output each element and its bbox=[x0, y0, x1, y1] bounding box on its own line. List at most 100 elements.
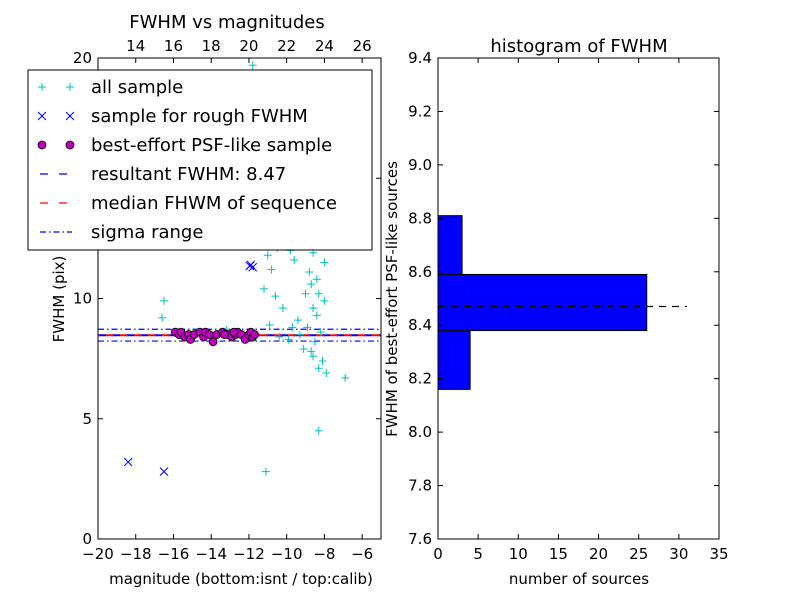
y-tick-label: 10 bbox=[73, 290, 92, 308]
right-chart: 0 5 10 15 20 25 30 35 7.6 7.8 8.0 8.2 8.4 8.6 8.8 9.0 9… bbox=[383, 36, 729, 588]
x-tick-label: −14 bbox=[195, 545, 227, 563]
all-sample-point bbox=[290, 256, 299, 265]
left-x-ticks: −20 −18 −16 −14 −12 −10 −8 −6 bbox=[82, 58, 373, 563]
top-tick-label: 20 bbox=[239, 37, 258, 55]
left-y-axis-label: FWHM (pix) bbox=[50, 256, 68, 343]
all-sample-point bbox=[278, 304, 287, 313]
right-y-ticks: 7.6 7.8 8.0 8.2 8.4 8.6 8.8 9.0 9.2 9.4 bbox=[408, 49, 719, 548]
x-tick-label: −12 bbox=[233, 545, 265, 563]
all-sample-point bbox=[314, 426, 323, 435]
all-sample-point bbox=[341, 373, 350, 382]
all-sample-point bbox=[310, 337, 319, 346]
y-tick-label: 8.0 bbox=[408, 423, 432, 441]
y-tick-label: 7.6 bbox=[408, 530, 432, 548]
all-sample-point bbox=[305, 268, 314, 277]
all-sample-point bbox=[267, 265, 276, 274]
all-sample-point bbox=[301, 289, 310, 298]
histogram-bar bbox=[437, 273, 648, 332]
x-tick-label: 10 bbox=[509, 545, 528, 563]
rough-fwhm-point bbox=[248, 262, 258, 272]
all-sample-point bbox=[312, 275, 321, 284]
left-x-axis-label: magnitude (bottom:isnt / top:calib) bbox=[109, 570, 373, 588]
x-tick-label: −10 bbox=[271, 545, 303, 563]
all-sample-point bbox=[293, 316, 302, 325]
y-tick-label: 9.0 bbox=[408, 156, 432, 174]
all-sample-point bbox=[309, 352, 318, 361]
all-sample-point bbox=[288, 323, 297, 332]
all-sample-point bbox=[314, 289, 323, 298]
psf-sample-point bbox=[250, 330, 259, 339]
right-x-axis-label: number of sources bbox=[509, 570, 649, 588]
psf-sample-point bbox=[204, 330, 214, 339]
all-sample-point bbox=[299, 345, 308, 354]
all-sample-point bbox=[320, 258, 329, 267]
x-tick-label: 0 bbox=[433, 545, 443, 563]
all-sample-point bbox=[312, 311, 321, 320]
top-tick-label: 14 bbox=[126, 37, 145, 55]
x-tick-label: 15 bbox=[549, 545, 568, 563]
histogram-bar bbox=[437, 330, 471, 390]
all-sample-point bbox=[307, 347, 316, 356]
y-tick-label: 20 bbox=[73, 49, 92, 67]
x-tick-label: 35 bbox=[709, 545, 728, 563]
legend-marker-x bbox=[37, 111, 47, 121]
all-sample-point bbox=[265, 320, 274, 329]
legend-marker-circle bbox=[65, 140, 75, 150]
x-tick-label: −8 bbox=[313, 545, 335, 563]
rough-fwhm-point bbox=[159, 467, 169, 477]
y-tick-label: 7.8 bbox=[408, 477, 432, 495]
all-sample-point bbox=[322, 369, 331, 378]
legend-label: all sample bbox=[91, 77, 183, 98]
right-axes-frame bbox=[437, 57, 720, 540]
left-legend: all sample sample for rough FWHM best-effo… bbox=[27, 69, 373, 251]
all-sample-point bbox=[160, 296, 169, 305]
top-tick-label: 26 bbox=[353, 37, 372, 55]
legend-marker-plus bbox=[66, 83, 74, 91]
y-tick-label: 8.2 bbox=[408, 370, 432, 388]
legend-label: best-effort PSF-like sample bbox=[91, 135, 332, 156]
rough-fwhm-point bbox=[123, 457, 133, 467]
rough-fwhm-point bbox=[245, 261, 255, 271]
y-tick-label: 8.8 bbox=[408, 209, 432, 227]
legend-marker-plus bbox=[38, 83, 46, 91]
right-y-axis-label: FWHM of best-effort PSF-like sources bbox=[383, 161, 401, 437]
top-tick-label: 16 bbox=[164, 37, 183, 55]
legend-label: sigma range bbox=[91, 222, 203, 243]
right-chart-title: histogram of FWHM bbox=[490, 36, 667, 57]
left-chart-title: FWHM vs magnitudes bbox=[129, 12, 324, 33]
y-tick-label: 0 bbox=[82, 530, 92, 548]
all-sample-point bbox=[261, 467, 270, 476]
all-sample-point bbox=[314, 364, 323, 373]
all-sample-point bbox=[303, 323, 312, 332]
all-sample-point bbox=[320, 296, 329, 305]
legend-label: resultant FWHM: 8.47 bbox=[91, 164, 286, 185]
x-tick-label: 25 bbox=[629, 545, 648, 563]
all-sample-point bbox=[316, 328, 325, 337]
all-sample-point bbox=[318, 357, 327, 366]
all-sample-point bbox=[248, 61, 257, 70]
x-tick-label: −20 bbox=[82, 545, 114, 563]
all-sample-point bbox=[271, 292, 280, 301]
all-sample-point bbox=[263, 251, 272, 260]
all-sample-point bbox=[307, 280, 316, 289]
x-tick-label: −16 bbox=[158, 545, 190, 563]
right-x-ticks: 0 5 10 15 20 25 30 35 bbox=[433, 58, 729, 563]
histogram-bar bbox=[437, 215, 463, 275]
psf-sample-point bbox=[220, 330, 229, 339]
y-tick-label: 9.2 bbox=[408, 102, 432, 120]
top-tick-label: 22 bbox=[277, 37, 296, 55]
x-tick-label: 20 bbox=[589, 545, 608, 563]
all-sample-point bbox=[295, 330, 304, 339]
all-sample-point bbox=[260, 284, 269, 293]
legend-label: sample for rough FWHM bbox=[91, 106, 308, 127]
y-tick-label: 9.4 bbox=[408, 49, 432, 67]
all-sample-point bbox=[275, 332, 284, 341]
x-tick-label: 5 bbox=[473, 545, 483, 563]
legend-marker-circle bbox=[37, 140, 47, 150]
x-tick-label: −6 bbox=[351, 545, 373, 563]
legend-box bbox=[27, 69, 373, 251]
top-tick-label: 18 bbox=[202, 37, 221, 55]
